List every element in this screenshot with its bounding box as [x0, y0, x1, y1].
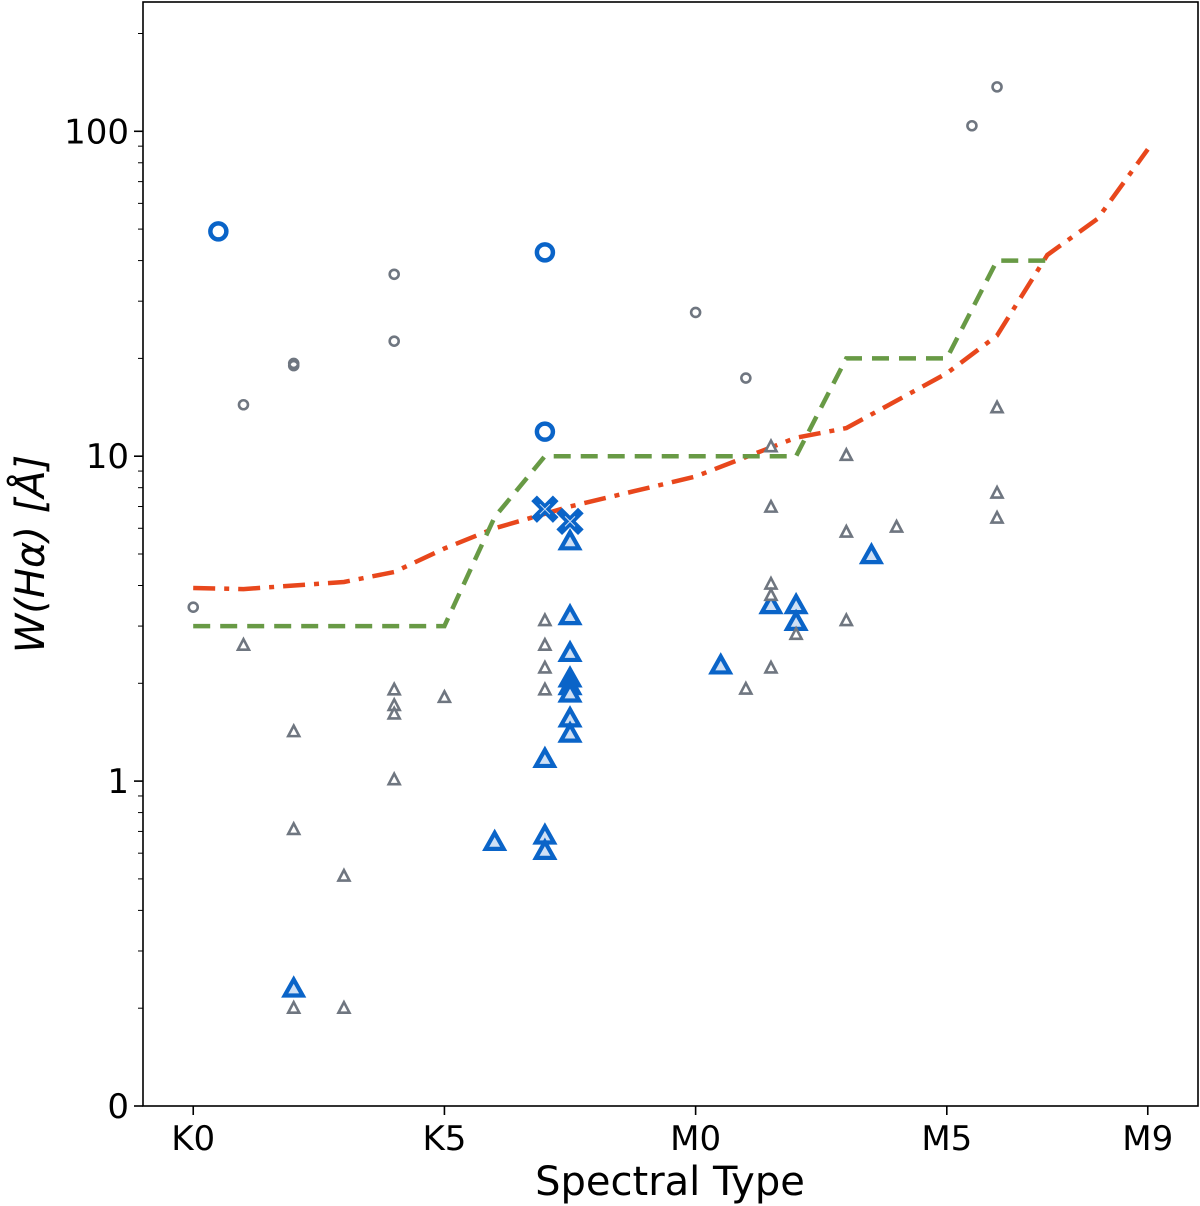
blue-circle-point [534, 421, 556, 442]
blue-triangle-point [557, 528, 583, 551]
gray-circle-point [287, 359, 300, 372]
gray-triangle-point [537, 636, 553, 651]
gray-triangle-point [386, 680, 402, 696]
y-tick-label: 1 [107, 762, 129, 802]
gray-triangle-point [989, 484, 1005, 499]
gray-triangle-point [763, 498, 779, 513]
x-axis: K0 K5 M0 M5 M9 [171, 1106, 1173, 1159]
gray-triangle-point [838, 523, 854, 538]
gray-triangle-point [989, 398, 1005, 414]
blue-triangle-point [557, 602, 583, 626]
y-tick-label: 100 [64, 112, 129, 152]
gray-circle-point [740, 372, 752, 384]
gray-triangle-point [838, 611, 854, 627]
gray-triangle-point [537, 680, 553, 696]
gray-circle-point [689, 306, 702, 319]
x-tick-label: K5 [422, 1119, 466, 1159]
gray-circle-point [388, 335, 400, 347]
gray-triangle-point [436, 688, 453, 704]
x-tick-label: M9 [1122, 1119, 1173, 1159]
gray-triangle-point [738, 680, 754, 695]
blue-triangle-point [858, 541, 885, 565]
green-dashed-line [193, 258, 1048, 629]
gray-triangle-point [763, 437, 779, 453]
y-axis-label: W(Hα) [Å] [6, 455, 54, 654]
gray-triangle-point [838, 446, 854, 462]
gray-triangle-point [888, 518, 905, 533]
blue-circle-point [534, 242, 556, 263]
model-lines [193, 147, 1150, 629]
gray-triangle-point [763, 659, 779, 674]
gray-circle-point [966, 119, 978, 132]
y-axis: 0 1 10 100 [64, 32, 143, 1127]
red-dash-dot-line [193, 147, 1150, 592]
gray-triangle-point [537, 659, 553, 674]
x-tick-label: M5 [921, 1119, 972, 1159]
blue-triangle-point [758, 591, 784, 615]
y-tick-label: 10 [86, 437, 129, 477]
y-tick-label: 0 [107, 1087, 129, 1127]
blue-triangle-point [281, 975, 307, 998]
x-tick-label: K0 [171, 1119, 215, 1159]
x-axis-label: Spectral Type [535, 1159, 805, 1205]
gray-triangle-point [286, 820, 302, 836]
blue-triangle-point [557, 639, 583, 663]
gray-triangle-point [989, 509, 1005, 524]
gray-triangle-point [336, 867, 352, 882]
blue-triangle-point [557, 720, 583, 743]
blue-triangle-point [482, 828, 508, 851]
gray-triangle-point [537, 611, 553, 627]
gray-triangle-point [336, 999, 352, 1014]
blue-circle-point [208, 221, 229, 242]
gray-circle-point [991, 81, 1003, 93]
blue-x-point-inner [564, 516, 576, 527]
blue-x-point-inner [539, 503, 551, 515]
blue-triangle-point [708, 652, 734, 675]
data-points [187, 81, 1005, 1014]
gray-circle-point [388, 268, 400, 281]
gray-triangle-point [286, 999, 302, 1014]
blue-triangle-point [557, 680, 583, 703]
blue-triangle-point [532, 837, 558, 860]
blue-triangle-point [532, 745, 558, 769]
gray-triangle-point [235, 636, 252, 651]
gray-triangle-point [763, 586, 779, 602]
gray-triangle-point [286, 722, 302, 738]
x-tick-label: M0 [670, 1119, 721, 1159]
gray-triangle-point [386, 705, 402, 720]
gray-triangle-point [386, 770, 402, 786]
gray-triangle-point [788, 625, 804, 641]
gray-circle-point [237, 398, 250, 411]
gray-circle-point [187, 601, 200, 613]
plot-frame [142, 1, 1199, 1107]
